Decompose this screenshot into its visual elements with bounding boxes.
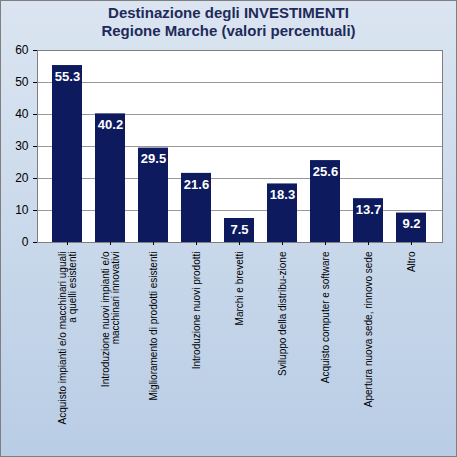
- svg-text:40.2: 40.2: [98, 117, 123, 132]
- svg-text:13.7: 13.7: [356, 202, 381, 217]
- svg-text:40: 40: [15, 107, 29, 121]
- svg-text:9.2: 9.2: [402, 216, 420, 231]
- svg-text:Acquisto impianti e/o macchina: Acquisto impianti e/o macchinari ugualia…: [57, 252, 78, 425]
- svg-text:21.6: 21.6: [184, 177, 209, 192]
- svg-text:20: 20: [15, 171, 29, 185]
- svg-text:55.3: 55.3: [55, 69, 80, 84]
- svg-text:0: 0: [22, 235, 29, 249]
- svg-text:30: 30: [15, 139, 29, 153]
- svg-text:18.3: 18.3: [270, 187, 295, 202]
- svg-text:60: 60: [15, 43, 29, 57]
- svg-text:7.5: 7.5: [230, 222, 248, 237]
- svg-text:10: 10: [15, 203, 29, 217]
- html-text:Destinazione degli INVESTIMENT: Destinazione degli INVESTIMENTI: [108, 4, 349, 21]
- svg-text:Marchi e brevetti: Marchi e brevetti: [234, 252, 245, 326]
- svg-text:Apertura nuova sede, rinnovo s: Apertura nuova sede, rinnovo sede: [363, 251, 374, 407]
- svg-text:25.6: 25.6: [313, 164, 338, 179]
- svg-text:Sviluppo della distribu-zione: Sviluppo della distribu-zione: [277, 251, 288, 376]
- svg-text:Miglioramento di prodotti esis: Miglioramento di prodotti esistenti: [148, 252, 159, 401]
- svg-text:29.5: 29.5: [141, 151, 166, 166]
- svg-text:50: 50: [15, 75, 29, 89]
- html-text:Regione Marche (valori percent: Regione Marche (valori percentuali): [101, 22, 356, 39]
- svg-text:Acquisto computer e software: Acquisto computer e software: [320, 251, 331, 383]
- svg-text:Introduzione nuovi impianti e/: Introduzione nuovi impianti e/omacchinar…: [100, 251, 121, 387]
- svg-text:Altro: Altro: [406, 251, 417, 272]
- svg-text:Introduzione nuovi prodotti: Introduzione nuovi prodotti: [191, 252, 202, 370]
